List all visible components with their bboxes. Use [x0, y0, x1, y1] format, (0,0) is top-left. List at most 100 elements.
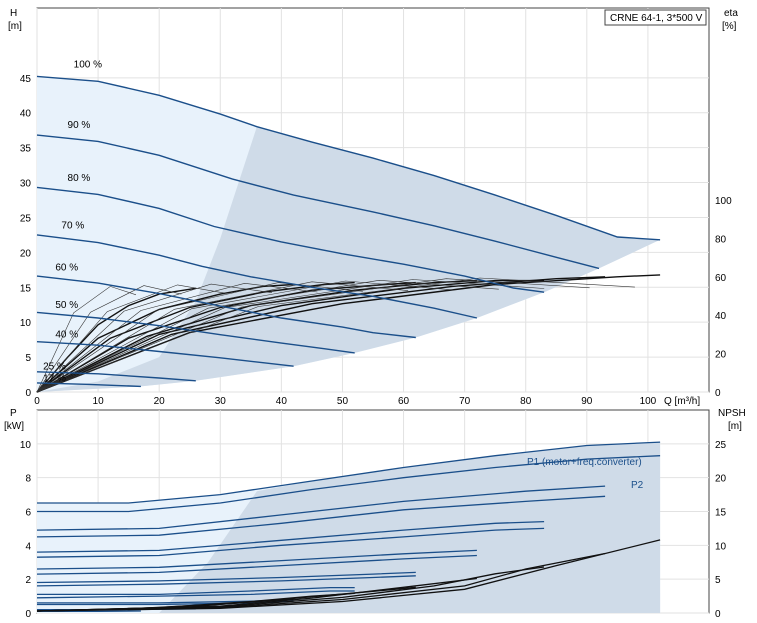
top-operating-area — [37, 76, 661, 393]
p-tick-label: 8 — [25, 474, 31, 485]
h-tick-label: 40 — [20, 109, 32, 120]
top-axis-ticks: 0 10 20 30 40 50 60 70 80 90 100 0 5 10 15 20 25 30 35 40 45… — [20, 74, 732, 407]
npsh-tick-label: 25 — [715, 440, 727, 451]
npsh-curves — [36, 539, 661, 612]
efficiency-thin-curve — [36, 279, 499, 393]
power-curves — [36, 441, 661, 612]
npsh-axis-label: NPSH — [718, 408, 746, 419]
power-curve — [36, 554, 477, 575]
dark-operating-area — [37, 126, 661, 392]
speed-label: 90 % — [68, 120, 91, 131]
efficiency-thin-curve — [36, 281, 409, 393]
eta-axis-label: eta — [724, 8, 738, 19]
power-curve — [37, 586, 355, 596]
eta-tick-label: 0 — [715, 388, 721, 399]
title-box — [604, 9, 707, 26]
efficiency-curve — [36, 279, 477, 393]
x-tick-label: 90 — [581, 396, 593, 407]
x-tick-label: 100 — [640, 396, 657, 407]
npsh-curve — [36, 598, 294, 612]
power-curve — [36, 549, 477, 570]
speed-label: 60 % — [55, 263, 78, 274]
head-curves — [36, 75, 661, 388]
p-tick-label: 10 — [20, 440, 32, 451]
eta-tick-label: 60 — [715, 273, 727, 284]
speed-label: 100 % — [74, 59, 102, 70]
efficiency-thin-curve — [36, 284, 227, 393]
npsh-tick-label: 20 — [715, 474, 727, 485]
h-tick-label: 25 — [20, 213, 32, 224]
head-curve — [36, 134, 600, 270]
x-tick-label: 30 — [215, 396, 227, 407]
p-tick-label: 4 — [25, 541, 31, 552]
head-curve — [36, 75, 661, 241]
h-tick-label: 35 — [20, 144, 32, 155]
efficiency-thin-curve — [36, 283, 273, 393]
efficiency-thin-curve — [36, 279, 545, 393]
power-curve — [36, 520, 545, 553]
x-tick-label: 80 — [520, 396, 532, 407]
efficiency-thin-curve — [36, 286, 137, 393]
x-tick-label: 0 — [34, 396, 40, 407]
p-axis-label: P — [10, 408, 17, 419]
power-curve — [36, 527, 545, 558]
efficiency-curve — [36, 274, 661, 393]
h-tick-label: 20 — [20, 248, 32, 259]
npsh-tick-label: 15 — [715, 508, 727, 519]
speed-label: 80 % — [68, 173, 91, 184]
p1-series-label: P1 (motor+freq.converter) — [527, 457, 642, 468]
h-tick-label: 0 — [25, 388, 31, 399]
eta-tick-label: 40 — [715, 311, 727, 322]
x-tick-label: 60 — [398, 396, 410, 407]
speed-labels: 100 % 90 % 80 % 70 % 60 % 50 % 40 % 25 %17 % — [43, 59, 102, 384]
head-curve — [36, 371, 196, 382]
eta-tick-label: 20 — [715, 350, 727, 361]
x-tick-label: 20 — [154, 396, 166, 407]
npsh-axis-unit: [m] — [728, 421, 742, 432]
npsh-tick-label: 0 — [715, 609, 721, 620]
h-tick-label: 45 — [20, 74, 32, 85]
head-curve — [36, 275, 416, 339]
efficiency-thin-curve — [36, 282, 363, 393]
power-curve — [37, 455, 661, 513]
efficiency-curve — [36, 276, 606, 393]
h-tick-label: 15 — [20, 283, 32, 294]
power-curve — [36, 495, 606, 538]
chart-title: CRNE 64-1, 3*500 V — [610, 13, 703, 24]
p-tick-label: 6 — [25, 508, 31, 519]
speed-label: 17 % — [43, 374, 66, 385]
x-tick-label: 70 — [459, 396, 471, 407]
power-curve — [36, 590, 355, 599]
efficiency-thin-curve — [36, 282, 318, 393]
speed-label: 25 % — [43, 362, 66, 373]
eta-axis-unit: [%] — [722, 21, 737, 32]
efficiency-thin-curve — [36, 285, 182, 393]
h-tick-label: 5 — [25, 353, 31, 364]
head-curve — [36, 234, 478, 319]
speed-label: 40 % — [55, 330, 78, 341]
head-curve — [36, 186, 545, 293]
p-tick-label: 0 — [25, 609, 31, 620]
npsh-tick-label: 10 — [715, 541, 727, 552]
bottom-axis-ticks: 0 2 4 6 8 10 0 5 10 15 20 25 — [20, 440, 727, 620]
x-tick-label: 50 — [337, 396, 349, 407]
speed-label: 50 % — [55, 300, 78, 311]
power-curve — [36, 571, 416, 584]
x-tick-label: 10 — [93, 396, 105, 407]
head-curve — [36, 382, 141, 388]
head-curve — [36, 311, 355, 354]
efficiency-curve — [36, 279, 545, 393]
power-curve — [36, 485, 606, 531]
q-axis-label: Q [m³/h] — [664, 396, 700, 407]
p-axis-unit: [kW] — [4, 421, 24, 432]
h-tick-label: 30 — [20, 179, 32, 190]
power-curve — [37, 441, 661, 504]
x-tick-label: 40 — [276, 396, 288, 407]
npsh-tick-label: 5 — [715, 575, 721, 586]
h-tick-label: 10 — [20, 318, 32, 329]
eta-tick-label: 80 — [715, 234, 727, 245]
efficiency-thin-curve — [36, 277, 635, 393]
eta-tick-label: 100 — [715, 196, 732, 207]
